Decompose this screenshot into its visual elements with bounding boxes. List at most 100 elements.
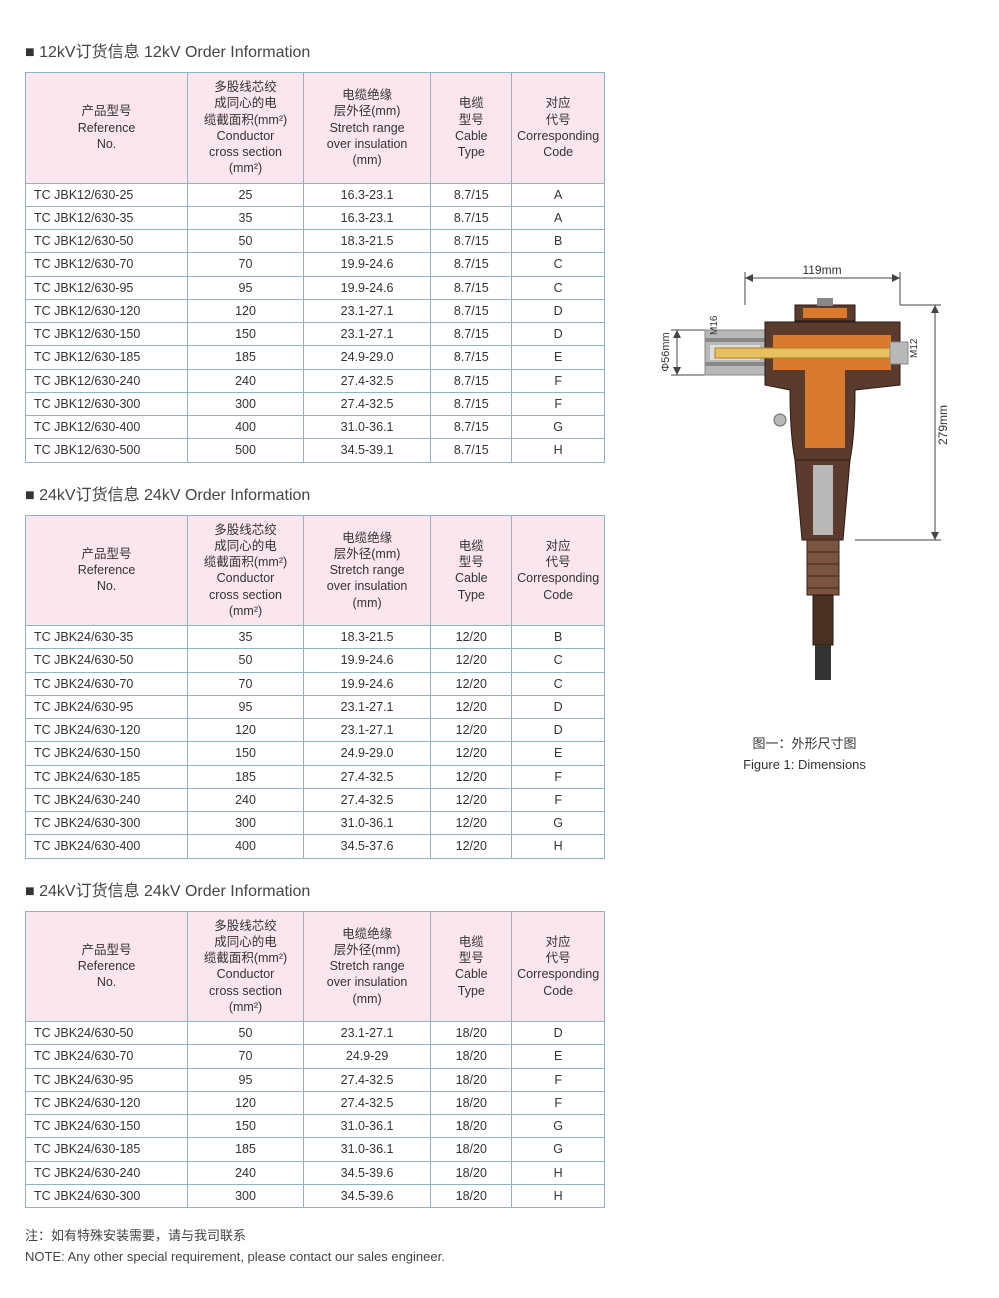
table-cell: 8.7/15: [431, 369, 512, 392]
table-cell: 18/20: [431, 1115, 512, 1138]
dim-diameter: Φ56mm: [660, 332, 672, 371]
table-cell: 25: [188, 183, 304, 206]
table-cell: F: [512, 1091, 605, 1114]
dim-thread-left: M16: [709, 315, 720, 335]
table-cell: 120: [188, 719, 304, 742]
table-cell: D: [512, 299, 605, 322]
table-24kv-b: 产品型号ReferenceNo.多股线芯绞成同心的电缆截面积(mm²)Condu…: [25, 911, 605, 1209]
table-cell: TC JBK12/630-95: [26, 276, 188, 299]
section-title-24kv-b: 24kV订货信息 24kV Order Information: [25, 877, 605, 901]
table-cell: 23.1-27.1: [303, 719, 430, 742]
table-cell: 18.3-21.5: [303, 626, 430, 649]
table-row: TC JBK24/630-505023.1-27.118/20D: [26, 1022, 605, 1045]
table-row: TC JBK12/630-18518524.9-29.08.7/15E: [26, 346, 605, 369]
table-cell: 27.4-32.5: [303, 1091, 430, 1114]
table-row: TC JBK24/630-12012023.1-27.112/20D: [26, 719, 605, 742]
table-cell: 50: [188, 649, 304, 672]
table-cell: 8.7/15: [431, 346, 512, 369]
table-24kv-a: 产品型号ReferenceNo.多股线芯绞成同心的电缆截面积(mm²)Condu…: [25, 515, 605, 859]
table-cell: TC JBK12/630-120: [26, 299, 188, 322]
table-cell: 27.4-32.5: [303, 765, 430, 788]
footnote: 注：如有特殊安装需要，请与我司联系 NOTE: Any other specia…: [25, 1226, 605, 1268]
table-cell: 8.7/15: [431, 206, 512, 229]
table-row: TC JBK24/630-24024034.5-39.618/20H: [26, 1161, 605, 1184]
table-cell: 23.1-27.1: [303, 299, 430, 322]
table-cell: TC JBK24/630-400: [26, 835, 188, 858]
table-cell: E: [512, 1045, 605, 1068]
table-cell: 27.4-32.5: [303, 392, 430, 415]
table-cell: 8.7/15: [431, 439, 512, 462]
table-cell: TC JBK12/630-300: [26, 392, 188, 415]
table-cell: C: [512, 649, 605, 672]
table-row: TC JBK12/630-30030027.4-32.58.7/15F: [26, 392, 605, 415]
table-row: TC JBK24/630-24024027.4-32.512/20F: [26, 788, 605, 811]
table-row: TC JBK12/630-50050034.5-39.18.7/15H: [26, 439, 605, 462]
section-title-24kv-a: 24kV订货信息 24kV Order Information: [25, 481, 605, 505]
section-24kv-b: 24kV订货信息 24kV Order Information 产品型号Refe…: [25, 877, 605, 1209]
table-header-cell: 多股线芯绞成同心的电缆截面积(mm²)Conductorcross sectio…: [188, 73, 304, 184]
table-cell: 120: [188, 1091, 304, 1114]
table-cell: D: [512, 1022, 605, 1045]
table-header-cell: 产品型号ReferenceNo.: [26, 515, 188, 626]
table-cell: 34.5-37.6: [303, 835, 430, 858]
table-cell: H: [512, 439, 605, 462]
table-cell: F: [512, 1068, 605, 1091]
section-24kv-a: 24kV订货信息 24kV Order Information 产品型号Refe…: [25, 481, 605, 859]
table-row: TC JBK24/630-353518.3-21.512/20B: [26, 626, 605, 649]
dim-thread-right: M12: [909, 338, 920, 358]
table-cell: 27.4-32.5: [303, 1068, 430, 1091]
table-cell: TC JBK12/630-185: [26, 346, 188, 369]
table-row: TC JBK12/630-959519.9-24.68.7/15C: [26, 276, 605, 299]
table-12kv: 产品型号ReferenceNo.多股线芯绞成同心的电缆截面积(mm²)Condu…: [25, 72, 605, 463]
table-cell: 12/20: [431, 835, 512, 858]
table-cell: TC JBK24/630-120: [26, 719, 188, 742]
diagram-caption-zh: 图一：外形尺寸图: [635, 734, 974, 755]
table-cell: 18/20: [431, 1184, 512, 1207]
table-cell: 12/20: [431, 788, 512, 811]
table-cell: TC JBK24/630-185: [26, 765, 188, 788]
table-cell: TC JBK24/630-70: [26, 672, 188, 695]
table-cell: 18/20: [431, 1045, 512, 1068]
table-cell: 19.9-24.6: [303, 649, 430, 672]
table-cell: 70: [188, 672, 304, 695]
table-cell: 24.9-29.0: [303, 346, 430, 369]
table-cell: E: [512, 346, 605, 369]
table-header-cell: 对应代号CorrespondingCode: [512, 911, 605, 1022]
table-cell: F: [512, 765, 605, 788]
table-header-cell: 电缆型号CableType: [431, 911, 512, 1022]
table-row: TC JBK24/630-18518531.0-36.118/20G: [26, 1138, 605, 1161]
left-column: 12kV订货信息 12kV Order Information 产品型号Refe…: [25, 30, 605, 1268]
table-cell: 27.4-32.5: [303, 788, 430, 811]
table-cell: 31.0-36.1: [303, 812, 430, 835]
table-cell: 18/20: [431, 1138, 512, 1161]
table-row: TC JBK12/630-505018.3-21.58.7/15B: [26, 230, 605, 253]
table-cell: 185: [188, 1138, 304, 1161]
table-row: TC JBK12/630-40040031.0-36.18.7/15G: [26, 416, 605, 439]
table-cell: 120: [188, 299, 304, 322]
table-cell: 240: [188, 788, 304, 811]
table-cell: TC JBK24/630-70: [26, 1045, 188, 1068]
table-cell: 8.7/15: [431, 416, 512, 439]
table-cell: TC JBK24/630-120: [26, 1091, 188, 1114]
table-header-cell: 对应代号CorrespondingCode: [512, 73, 605, 184]
table-cell: 8.7/15: [431, 183, 512, 206]
table-cell: TC JBK24/630-300: [26, 812, 188, 835]
table-cell: 12/20: [431, 719, 512, 742]
table-cell: 34.5-39.6: [303, 1184, 430, 1207]
table-header-row: 产品型号ReferenceNo.多股线芯绞成同心的电缆截面积(mm²)Condu…: [26, 515, 605, 626]
table-cell: 19.9-24.6: [303, 672, 430, 695]
table-header-cell: 多股线芯绞成同心的电缆截面积(mm²)Conductorcross sectio…: [188, 515, 304, 626]
right-column: 119mm Φ56mm 279mm: [635, 30, 974, 1268]
table-cell: 150: [188, 323, 304, 346]
table-cell: 95: [188, 695, 304, 718]
table-cell: 95: [188, 276, 304, 299]
table-cell: 19.9-24.6: [303, 276, 430, 299]
table-cell: A: [512, 206, 605, 229]
table-cell: E: [512, 742, 605, 765]
table-cell: 12/20: [431, 672, 512, 695]
table-cell: 70: [188, 1045, 304, 1068]
table-cell: 16.3-23.1: [303, 183, 430, 206]
table-cell: G: [512, 1115, 605, 1138]
table-row: TC JBK12/630-707019.9-24.68.7/15C: [26, 253, 605, 276]
table-cell: TC JBK24/630-35: [26, 626, 188, 649]
